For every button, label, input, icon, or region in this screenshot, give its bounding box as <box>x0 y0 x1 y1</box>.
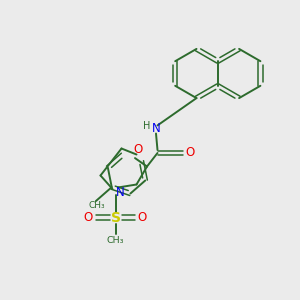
Text: CH₃: CH₃ <box>107 236 124 245</box>
Text: O: O <box>138 211 147 224</box>
Text: O: O <box>84 211 93 224</box>
Text: O: O <box>185 146 194 160</box>
Text: CH₃: CH₃ <box>88 201 105 210</box>
Text: N: N <box>152 122 160 136</box>
Text: N: N <box>116 185 124 199</box>
Text: H: H <box>143 121 150 131</box>
Text: S: S <box>110 211 121 224</box>
Text: O: O <box>134 142 142 156</box>
